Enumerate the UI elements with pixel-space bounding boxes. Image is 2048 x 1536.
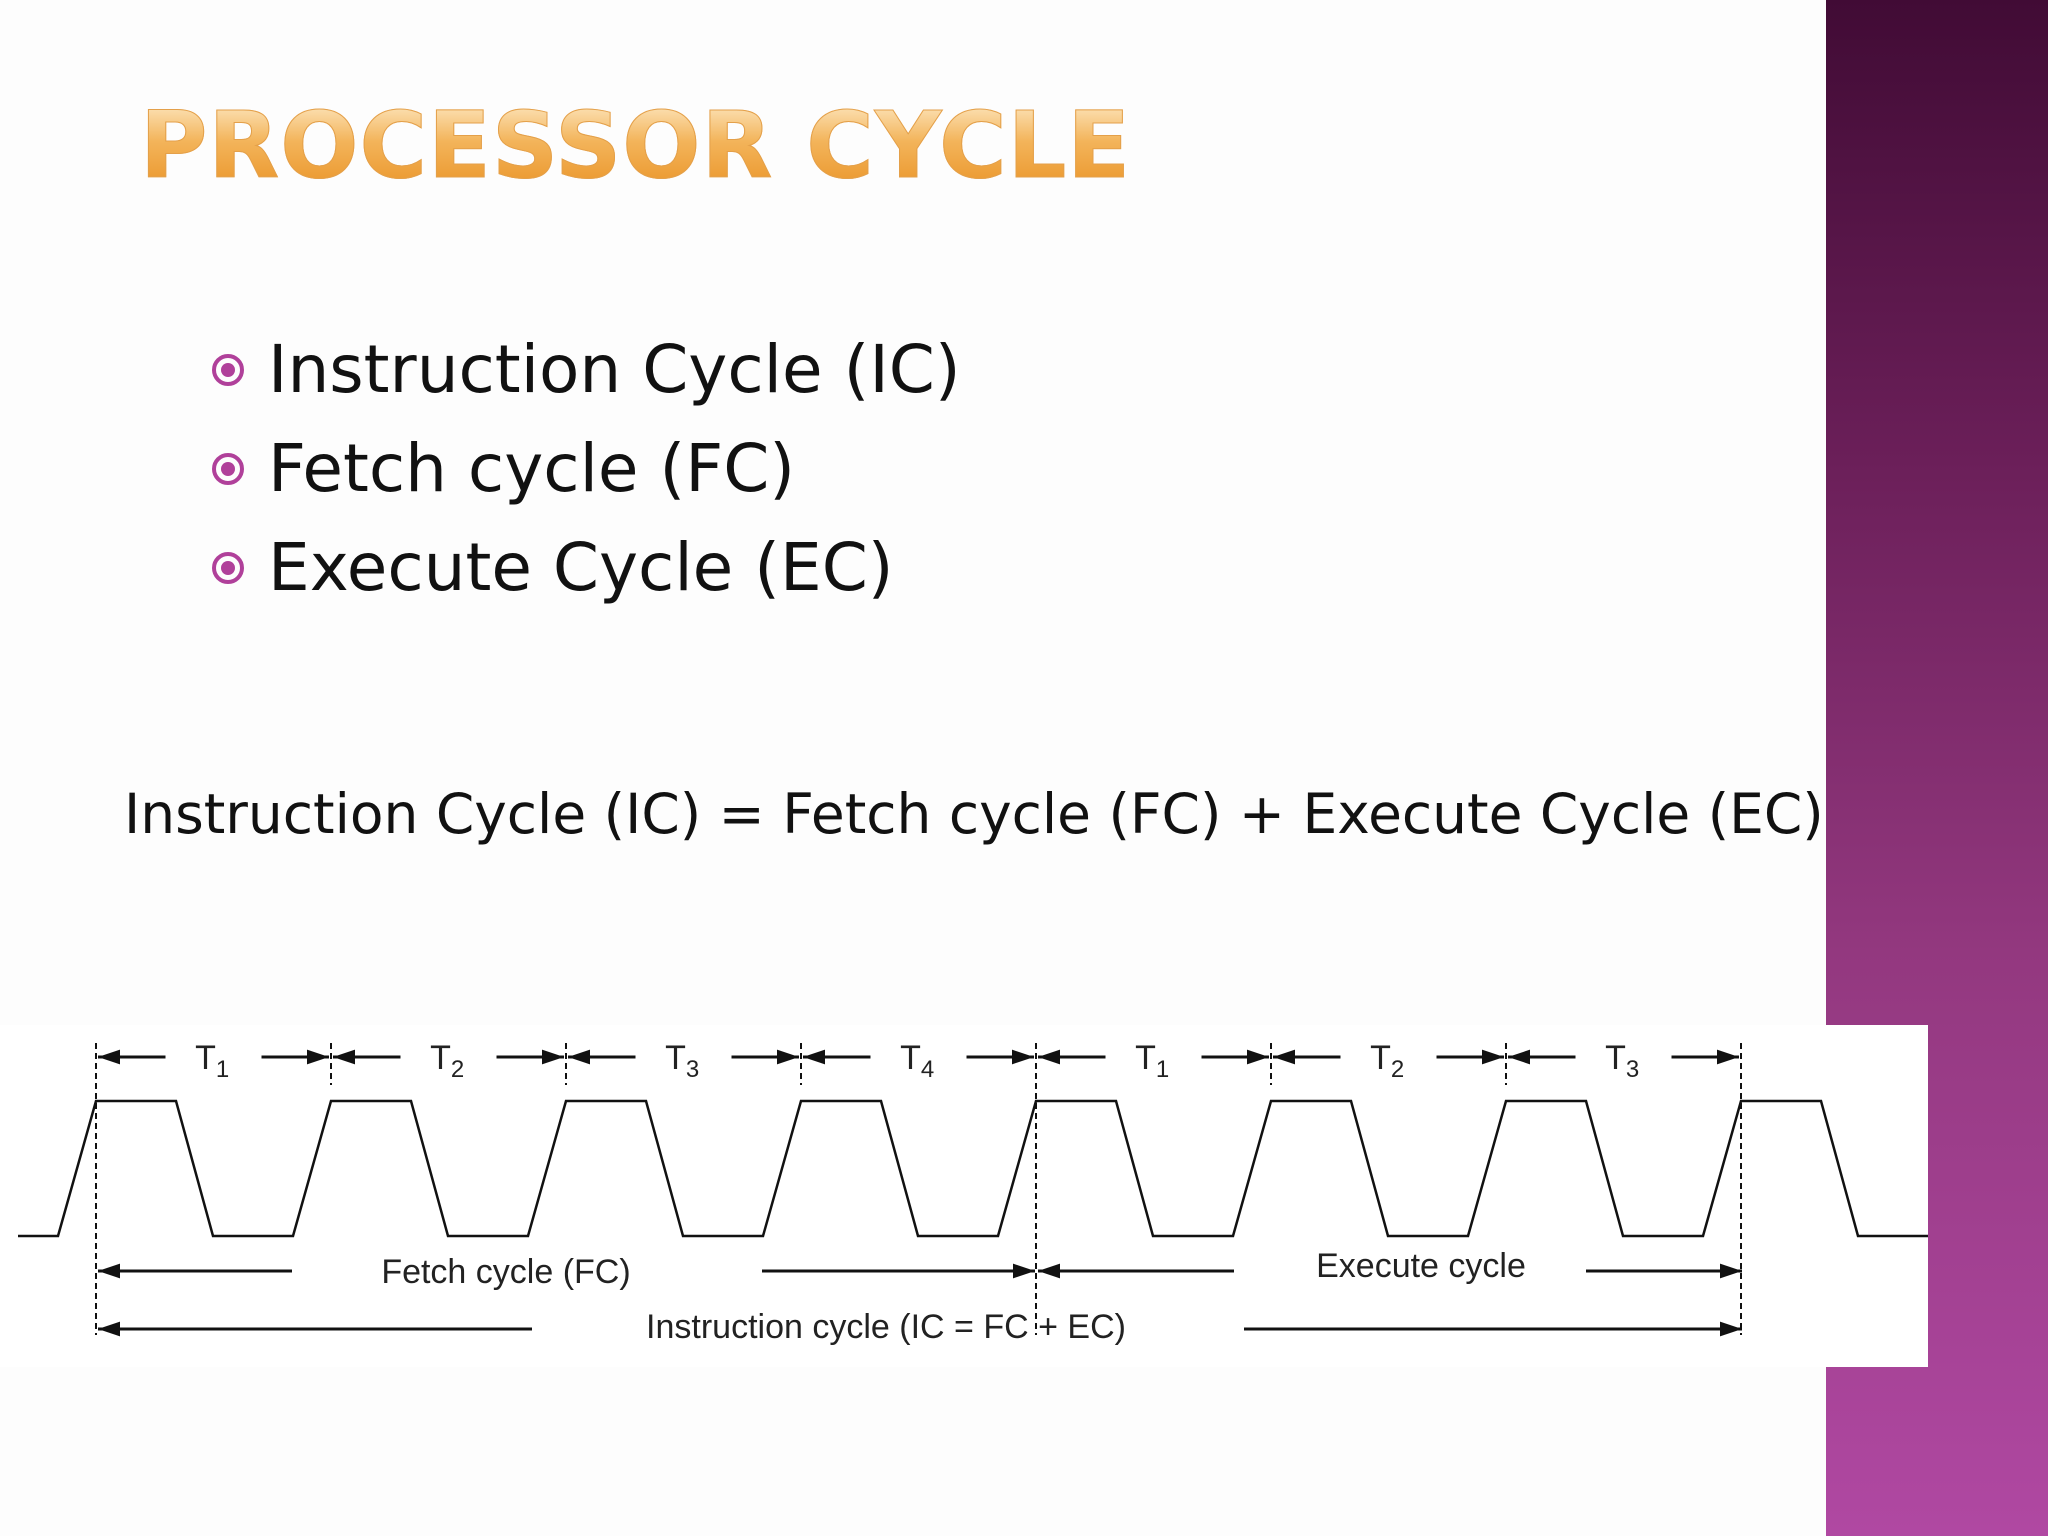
bullet-item-fetch-cycle: Fetch cycle (FC)	[210, 419, 961, 518]
state-label-subscript: 2	[1391, 1056, 1404, 1083]
bullet-text: Fetch cycle (FC)	[268, 430, 796, 507]
state-label-subscript: 1	[1156, 1056, 1169, 1083]
bullet-list: Instruction Cycle (IC) Fetch cycle (FC) …	[210, 320, 961, 617]
slide-title: PROCESSOR CYCLE	[139, 92, 1132, 199]
state-label-subscript: 3	[686, 1056, 699, 1083]
circled-dot-bullet-icon	[212, 452, 244, 485]
state-label: T	[1135, 1039, 1156, 1077]
state-label-subscript: 2	[451, 1056, 464, 1083]
bullet-text: Instruction Cycle (IC)	[268, 331, 961, 408]
timing-diagram-panel	[0, 1025, 1928, 1367]
cycle-equation: Instruction Cycle (IC) = Fetch cycle (FC…	[124, 782, 1824, 846]
bullet-item-instruction-cycle: Instruction Cycle (IC)	[210, 320, 961, 419]
state-label: T	[665, 1039, 686, 1077]
state-label: T	[1605, 1039, 1626, 1077]
state-label-subscript: 3	[1626, 1056, 1639, 1083]
execute-cycle-label: Execute cycle	[1316, 1247, 1526, 1285]
state-label: T	[900, 1039, 921, 1077]
clock-waveform	[18, 1099, 1928, 1238]
circled-dot-bullet-icon	[212, 551, 244, 584]
bullet-text: Execute Cycle (EC)	[268, 529, 894, 606]
bullet-item-execute-cycle: Execute Cycle (EC)	[210, 518, 961, 617]
state-label: T	[195, 1039, 216, 1077]
fetch-cycle-label: Fetch cycle (FC)	[381, 1253, 630, 1291]
state-label: T	[430, 1039, 451, 1077]
cycle-boundaries	[95, 1043, 1742, 1335]
state-label-subscript: 4	[921, 1056, 934, 1083]
state-label: T	[1370, 1039, 1391, 1077]
instruction-cycle-label: Instruction cycle (IC = FC + EC)	[646, 1308, 1126, 1346]
circled-dot-bullet-icon	[212, 353, 244, 386]
state-label-subscript: 1	[216, 1056, 229, 1083]
